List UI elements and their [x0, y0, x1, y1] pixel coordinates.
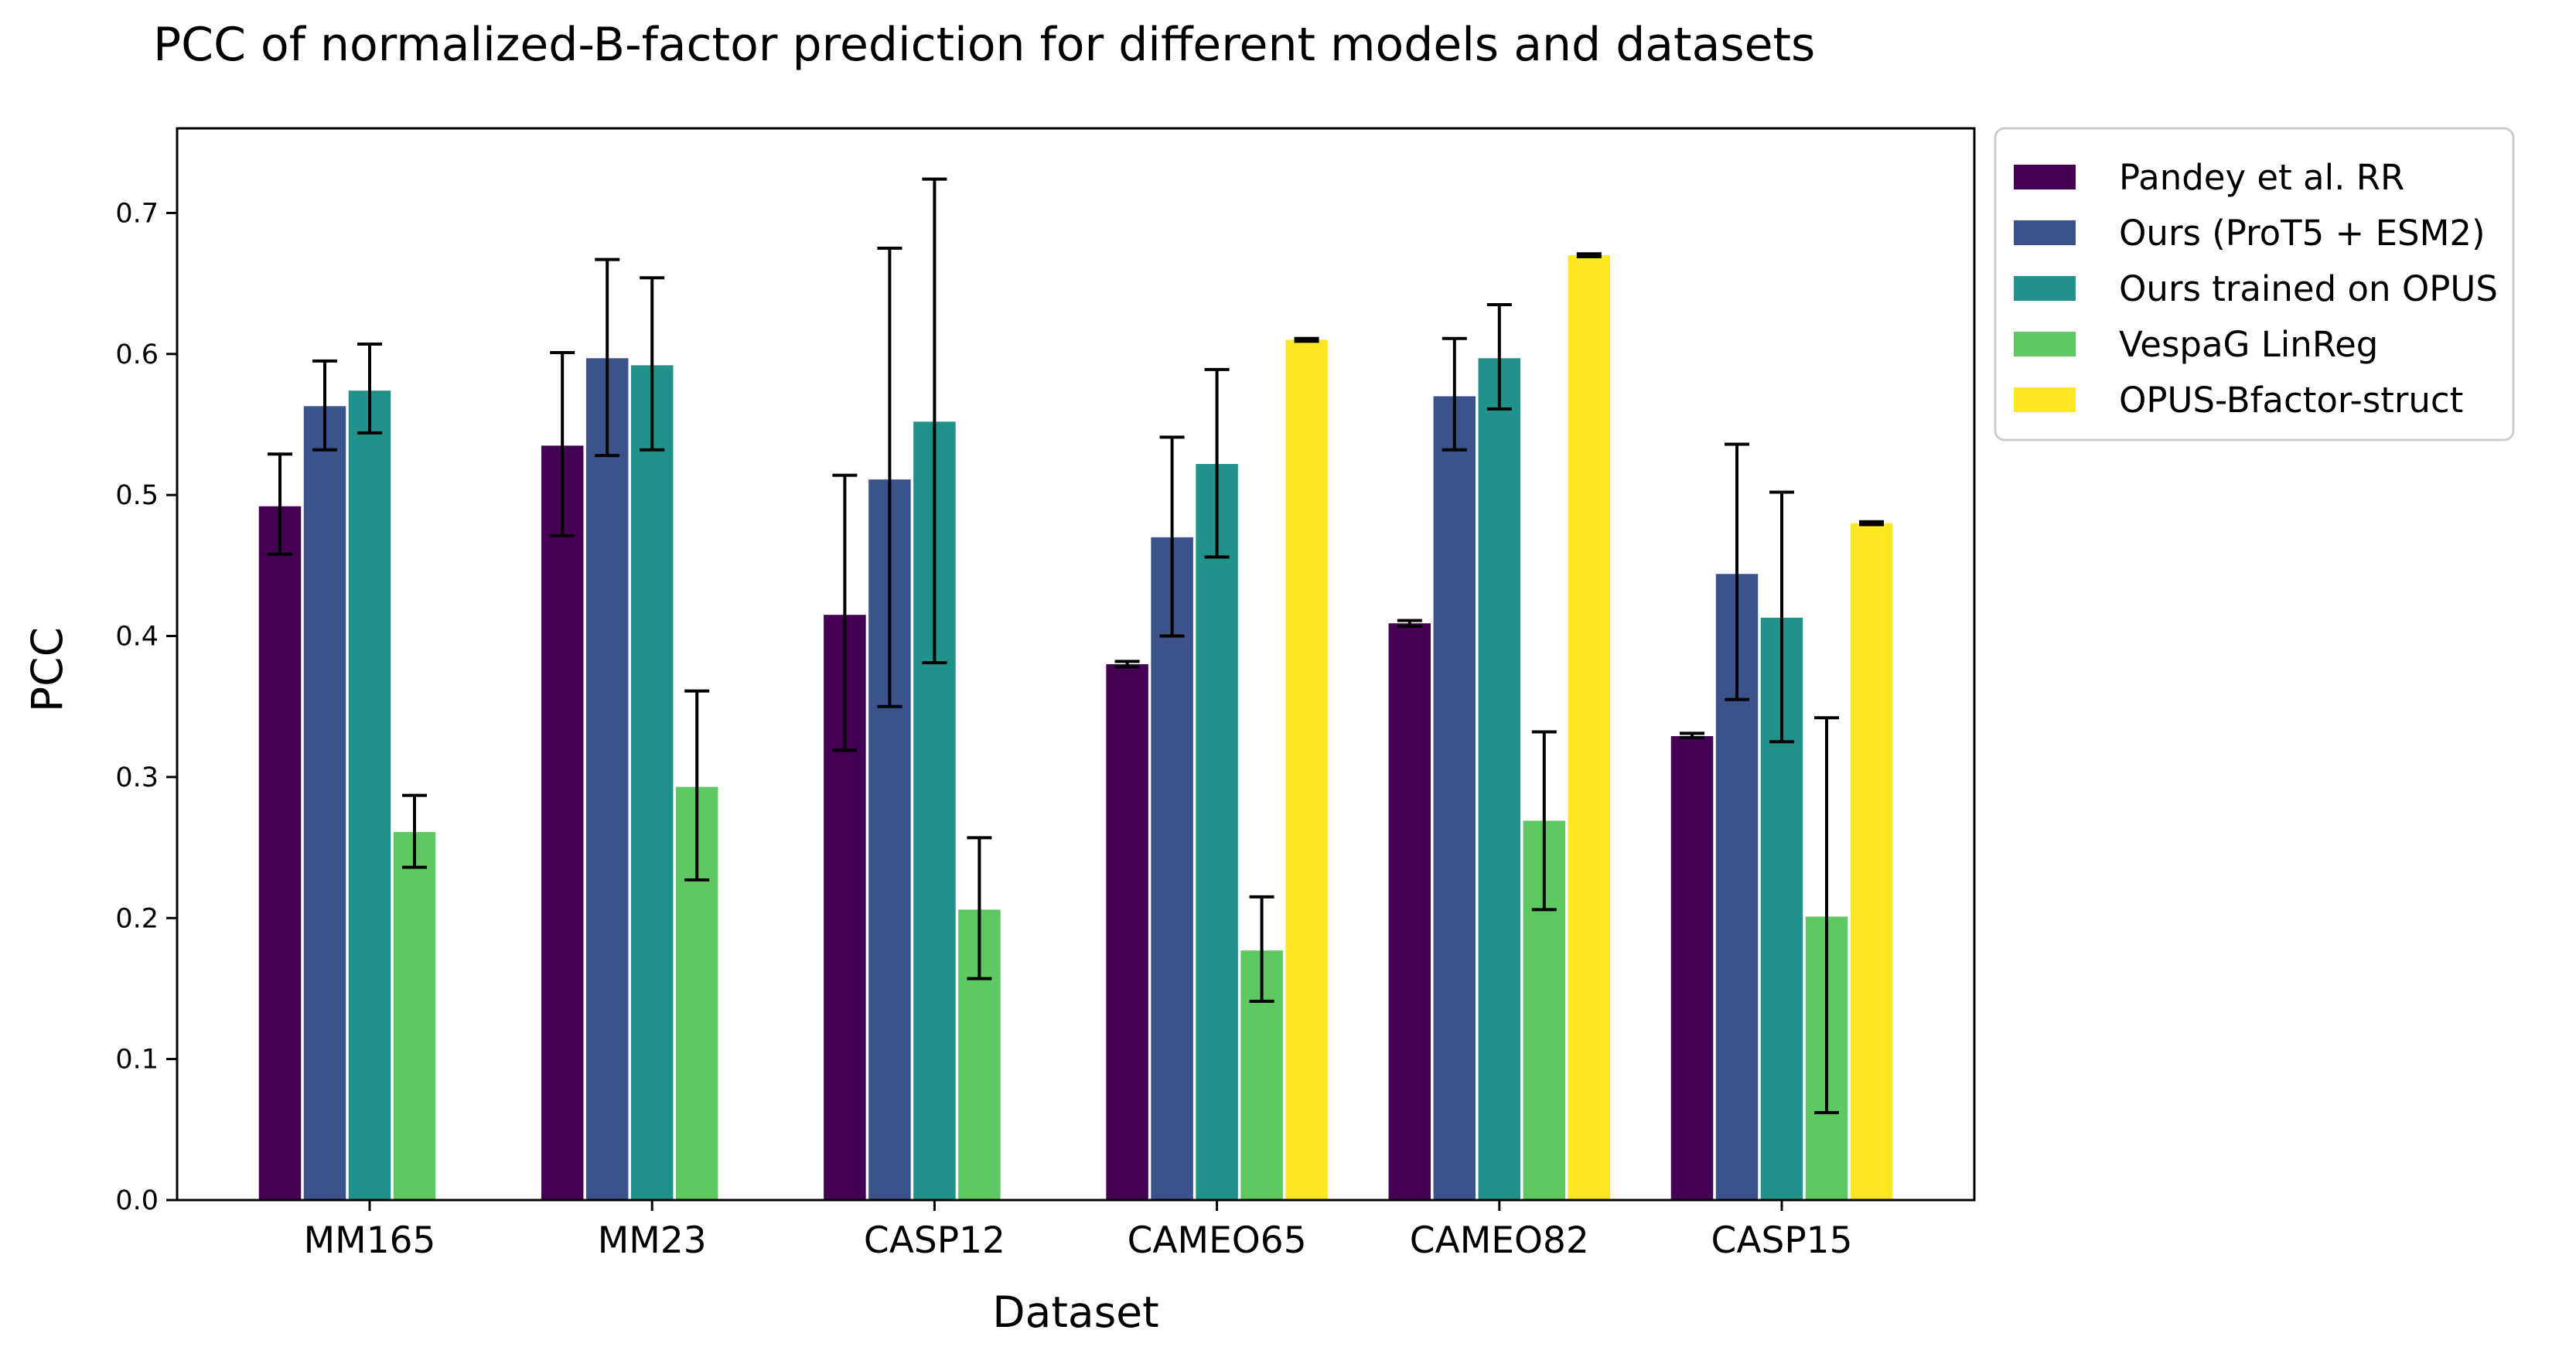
error-bar	[1294, 336, 1319, 343]
y-tick-label: 0.5	[115, 480, 159, 511]
error-bar	[640, 276, 665, 452]
error-bar	[1859, 520, 1884, 527]
error-bar	[1397, 619, 1422, 628]
legend-swatch	[2014, 387, 2076, 412]
bar	[303, 406, 346, 1200]
y-axis: 0.0 0.1 0.2 0.3 0.4 0.5 0.6 0.7	[115, 198, 177, 1216]
y-tick-label: 0.4	[115, 622, 159, 653]
chart-title: PCC of normalized-B-factor prediction fo…	[153, 18, 1815, 72]
bar	[1568, 255, 1611, 1200]
error-bar	[550, 350, 575, 538]
error-bar	[1159, 435, 1185, 638]
legend-label: Pandey et al. RR	[2119, 157, 2404, 198]
legend-label: Ours trained on OPUS	[2119, 268, 2498, 309]
axes-frame	[176, 127, 1976, 1202]
error-bar	[1249, 895, 1274, 1003]
bar	[585, 358, 629, 1201]
x-tick-label: MM23	[598, 1219, 707, 1262]
bar	[1670, 736, 1714, 1200]
x-tick-label: CAMEO65	[1128, 1219, 1307, 1262]
y-axis-label: PCC	[22, 627, 72, 712]
error-bar	[1769, 490, 1794, 744]
y-tick-label: 0.6	[115, 339, 159, 370]
legend-swatch	[2014, 220, 2076, 245]
legend-label: Ours (ProT5 + ESM2)	[2119, 213, 2486, 254]
bar	[1433, 396, 1476, 1200]
x-axis-label: Dataset	[992, 1287, 1158, 1337]
legend-swatch	[2014, 332, 2076, 356]
error-bar	[1114, 660, 1140, 669]
x-tick-label: CASP15	[1711, 1219, 1853, 1262]
error-bar	[1576, 252, 1602, 258]
error-bar	[268, 452, 292, 556]
legend-label: OPUS-Bfactor-struct	[2119, 380, 2463, 421]
error-bar	[1204, 367, 1230, 559]
x-tick-label: MM165	[304, 1219, 436, 1262]
legend-entry: Pandey et al. RR	[2014, 157, 2404, 198]
bar	[1850, 523, 1893, 1200]
bar	[1196, 464, 1238, 1200]
y-tick-label: 0.2	[115, 903, 159, 934]
error-bar	[1680, 731, 1704, 739]
error-bar	[684, 689, 710, 882]
legend-box	[1994, 127, 2515, 442]
legend-entry: Ours (ProT5 + ESM2)	[2014, 213, 2486, 254]
y-tick-label: 0.0	[115, 1185, 159, 1216]
bar	[541, 445, 584, 1200]
bar	[1106, 664, 1148, 1200]
bar	[348, 390, 391, 1200]
bar	[1388, 623, 1431, 1200]
bar	[1285, 339, 1328, 1201]
error-bar	[832, 473, 858, 752]
error-bar	[595, 257, 620, 458]
x-axis: MM165 MM23 CASP12 CAMEO65 CAMEO82 CASP15	[304, 1200, 1853, 1262]
error-bar	[357, 343, 382, 435]
legend-entry: Ours trained on OPUS	[2014, 268, 2498, 309]
legend-swatch	[2014, 276, 2076, 301]
legend-label: VespaG LinReg	[2119, 324, 2378, 365]
error-bar	[1531, 730, 1557, 912]
error-bar	[312, 359, 337, 452]
x-tick-label: CASP12	[864, 1219, 1005, 1262]
bar	[1478, 358, 1521, 1201]
plot-area	[258, 177, 1893, 1201]
error-bar	[1814, 716, 1839, 1114]
y-tick-label: 0.7	[115, 198, 159, 229]
error-bar	[1486, 302, 1512, 411]
y-tick-label: 0.1	[115, 1045, 159, 1076]
error-bar	[967, 836, 992, 980]
error-bar	[1442, 336, 1467, 452]
legend-entry: VespaG LinReg	[2014, 324, 2378, 365]
bar	[258, 506, 302, 1200]
legend-swatch	[2014, 165, 2076, 189]
bar	[1151, 537, 1193, 1200]
y-tick-label: 0.3	[115, 762, 159, 793]
legend-entry: OPUS-Bfactor-struct	[2014, 380, 2463, 421]
error-bar	[877, 247, 902, 708]
error-bar	[922, 177, 947, 665]
error-bar	[402, 793, 427, 869]
bar	[630, 365, 674, 1201]
error-bar	[1725, 442, 1749, 701]
bar	[393, 832, 436, 1200]
legend: Pandey et al. RR Ours (ProT5 + ESM2) Ours …	[1994, 127, 2515, 442]
x-tick-label: CAMEO82	[1410, 1219, 1589, 1262]
